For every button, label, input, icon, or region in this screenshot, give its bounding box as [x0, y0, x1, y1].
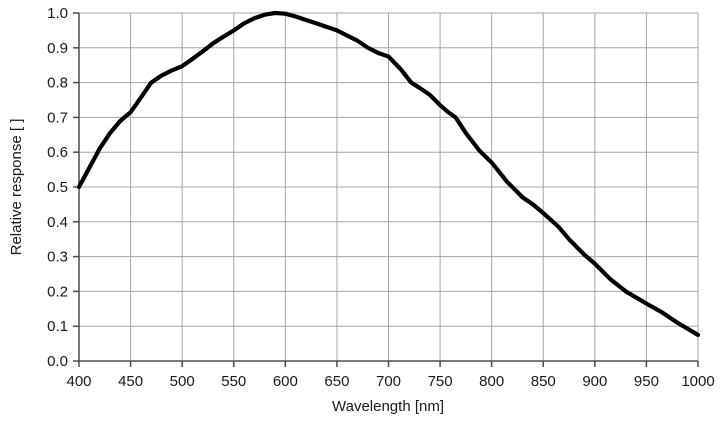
- x-tick-label: 550: [221, 373, 246, 390]
- y-tick-label: 0.0: [47, 353, 68, 370]
- x-tick-label: 750: [428, 373, 453, 390]
- y-axis-title: Relative response [ ]: [8, 119, 25, 256]
- x-tick-label: 400: [66, 373, 91, 390]
- y-tick-label: 0.9: [47, 40, 68, 57]
- y-tick-label: 0.4: [47, 214, 68, 231]
- y-tick-label: 0.1: [47, 318, 68, 335]
- y-tick-label: 0.7: [47, 109, 68, 126]
- y-tick-label: 0.3: [47, 249, 68, 266]
- x-tick-label: 850: [531, 373, 556, 390]
- y-tick-label: 0.6: [47, 144, 68, 161]
- y-tick-label: 1.0: [47, 5, 68, 22]
- response-curve-line: [76, 10, 701, 337]
- x-tick-label: 650: [324, 373, 349, 390]
- response-curve: [76, 10, 701, 337]
- x-tick-label: 600: [273, 373, 298, 390]
- x-tick-label: 1000: [681, 373, 714, 390]
- y-tick-label: 0.5: [47, 179, 68, 196]
- x-tick-label: 500: [170, 373, 195, 390]
- x-tick-label: 950: [634, 373, 659, 390]
- x-tick-label: 700: [376, 373, 401, 390]
- tick-marks: [73, 12, 699, 367]
- x-tick-label: 800: [479, 373, 504, 390]
- x-tick-label: 450: [118, 373, 143, 390]
- x-axis-title: Wavelength [nm]: [332, 398, 444, 415]
- y-tick-label: 0.8: [47, 75, 68, 92]
- y-tick-label: 0.2: [47, 283, 68, 300]
- gridlines: [78, 12, 699, 362]
- tick-labels: 400 450 500 550 600 650 700 750 800 850 900 950 1000…: [47, 5, 715, 390]
- x-tick-label: 900: [582, 373, 607, 390]
